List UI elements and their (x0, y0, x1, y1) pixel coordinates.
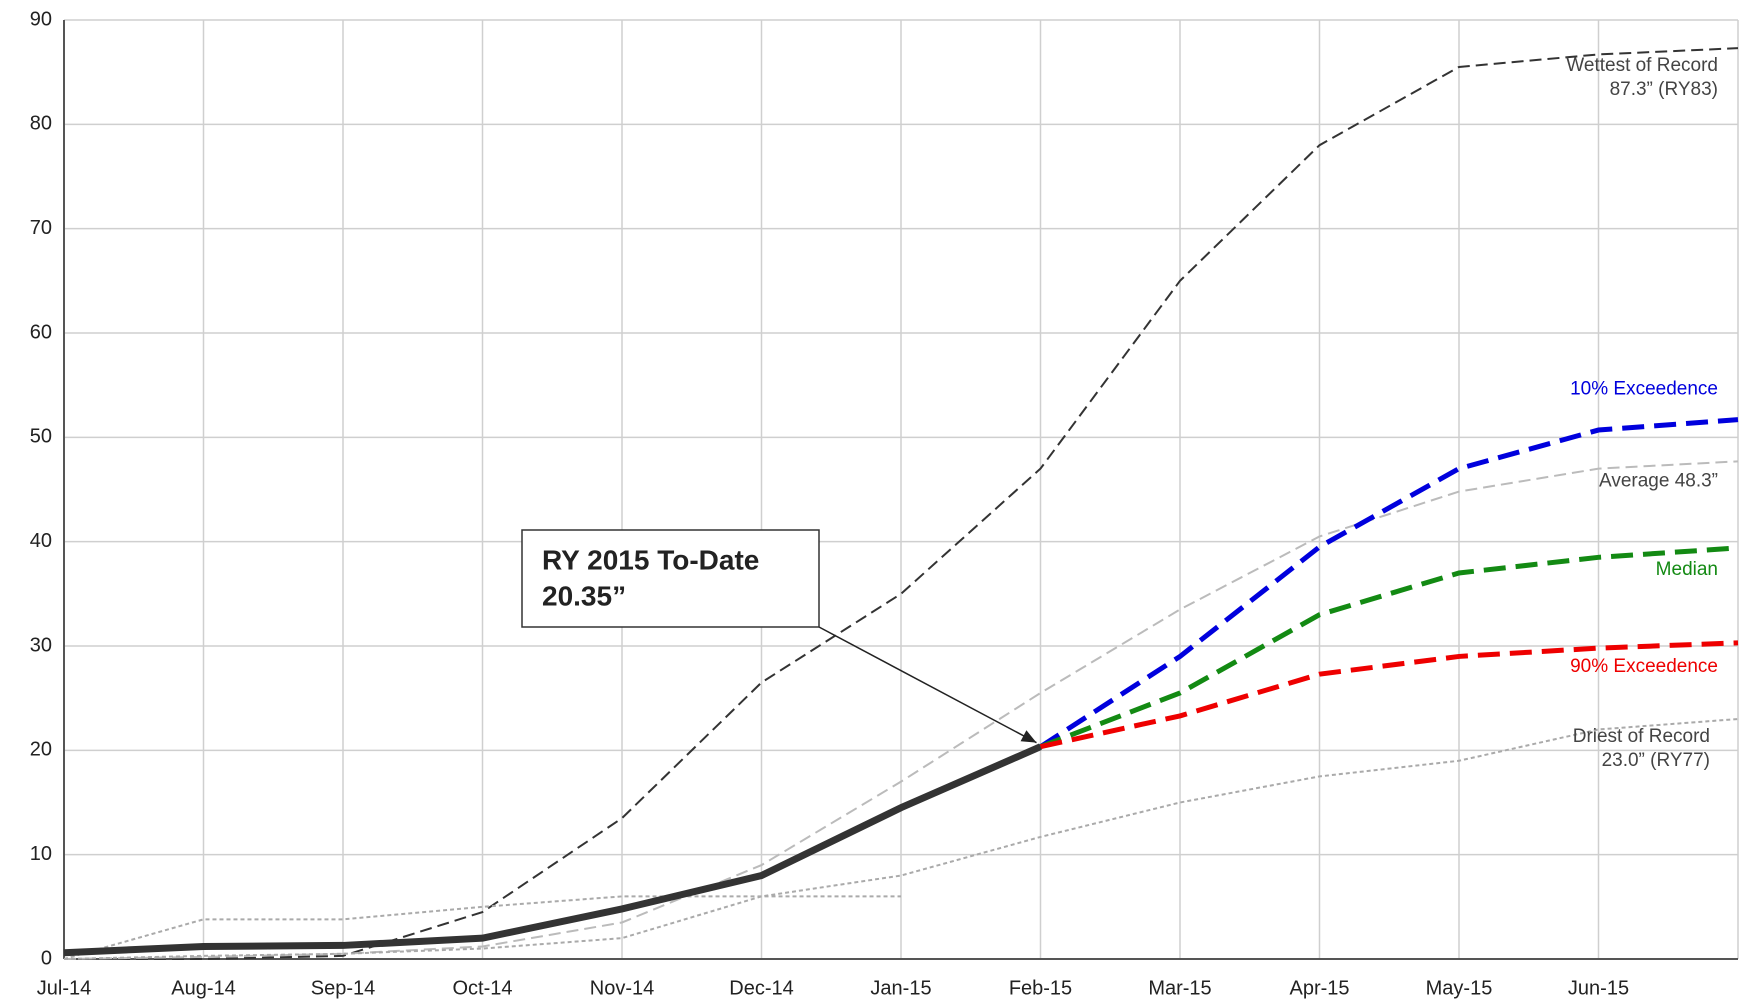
series-line (64, 47, 1739, 960)
x-tick-label: Nov-14 (590, 977, 654, 999)
series-line (63, 743, 1042, 957)
y-tick-label: 30 (30, 634, 52, 656)
series-line (1039, 545, 1739, 750)
series-label: 23.0” (RY77) (1602, 750, 1710, 771)
series-line (63, 718, 1739, 960)
y-tick-label: 10 (30, 843, 52, 865)
x-tick-label: Sep-14 (311, 977, 376, 999)
x-tick-label: Jul-14 (37, 977, 91, 999)
callout-text: 20.35” (542, 580, 626, 611)
series-line (63, 895, 901, 960)
callout-arrowhead (1020, 730, 1037, 743)
y-tick-label: 70 (30, 217, 52, 239)
series-line (1039, 640, 1739, 750)
y-tick-label: 90 (30, 8, 52, 30)
x-tick-label: Jan-15 (870, 977, 931, 999)
callout-text: RY 2015 To-Date (542, 544, 759, 575)
series-label: Wettest of Record (1566, 55, 1718, 76)
series-label: 90% Exceedence (1570, 656, 1718, 677)
series-line (1039, 417, 1739, 749)
series-label: Average 48.3” (1599, 470, 1718, 491)
y-tick-label: 50 (30, 426, 52, 448)
x-tick-label: Oct-14 (452, 977, 512, 999)
y-tick-label: 40 (30, 530, 52, 552)
x-tick-label: May-15 (1426, 977, 1493, 999)
x-tick-label: Mar-15 (1148, 977, 1211, 999)
series-label: 87.3” (RY83) (1610, 79, 1718, 100)
x-tick-label: Dec-14 (729, 977, 793, 999)
x-tick-label: Jun-15 (1568, 977, 1629, 999)
y-tick-label: 60 (30, 321, 52, 343)
callout-box (521, 529, 820, 628)
series-label: Median (1656, 559, 1718, 580)
series-label: 10% Exceedence (1570, 379, 1718, 400)
y-tick-label: 0 (41, 947, 52, 969)
x-tick-label: Feb-15 (1009, 977, 1072, 999)
x-tick-label: Aug-14 (171, 977, 236, 999)
y-tick-label: 80 (30, 113, 52, 135)
callout-arrow (818, 626, 1037, 744)
series-label: Driest of Record (1573, 726, 1710, 747)
x-tick-label: Apr-15 (1289, 977, 1349, 999)
series-line (63, 460, 1739, 960)
y-tick-label: 20 (30, 739, 52, 761)
